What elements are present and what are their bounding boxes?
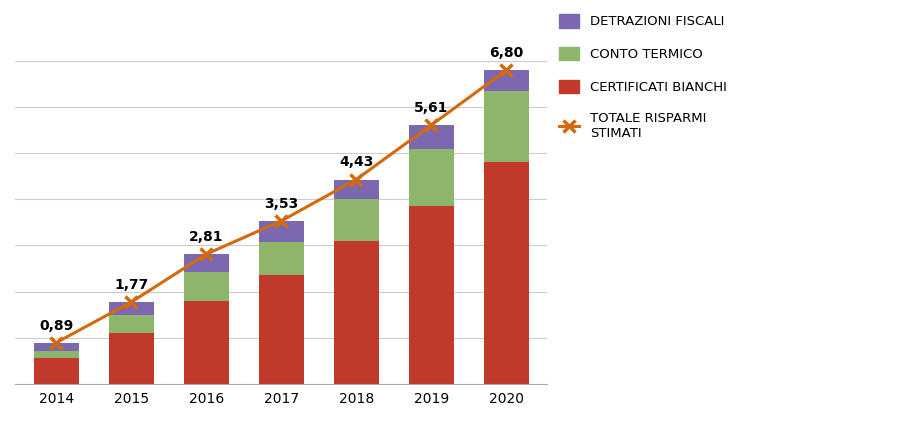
Bar <box>408 206 453 384</box>
Bar <box>108 302 154 315</box>
Bar <box>333 179 378 199</box>
Text: 5,61: 5,61 <box>414 101 448 115</box>
Text: 6,80: 6,80 <box>488 46 523 60</box>
Bar <box>34 352 78 358</box>
Bar <box>333 199 378 241</box>
Bar <box>483 91 528 163</box>
Bar <box>34 343 78 352</box>
Text: 4,43: 4,43 <box>339 155 373 169</box>
Bar <box>183 272 229 301</box>
Bar <box>259 221 303 242</box>
Text: 1,77: 1,77 <box>114 278 148 292</box>
Bar <box>408 149 453 206</box>
Bar <box>408 125 453 149</box>
Text: 2,81: 2,81 <box>189 230 223 244</box>
Bar <box>183 301 229 384</box>
Legend: DETRAZIONI FISCALI, CONTO TERMICO, CERTIFICATI BIANCHI, TOTALE RISPARMI
STIMATI: DETRAZIONI FISCALI, CONTO TERMICO, CERTI… <box>558 14 726 140</box>
Bar <box>108 315 154 333</box>
Bar <box>34 358 78 384</box>
Bar <box>483 70 528 91</box>
Bar <box>483 163 528 384</box>
Text: 0,89: 0,89 <box>39 319 73 333</box>
Bar <box>259 242 303 275</box>
Bar <box>333 241 378 384</box>
Bar <box>108 333 154 384</box>
Bar <box>183 254 229 272</box>
Text: 3,53: 3,53 <box>264 197 298 211</box>
Bar <box>259 275 303 384</box>
